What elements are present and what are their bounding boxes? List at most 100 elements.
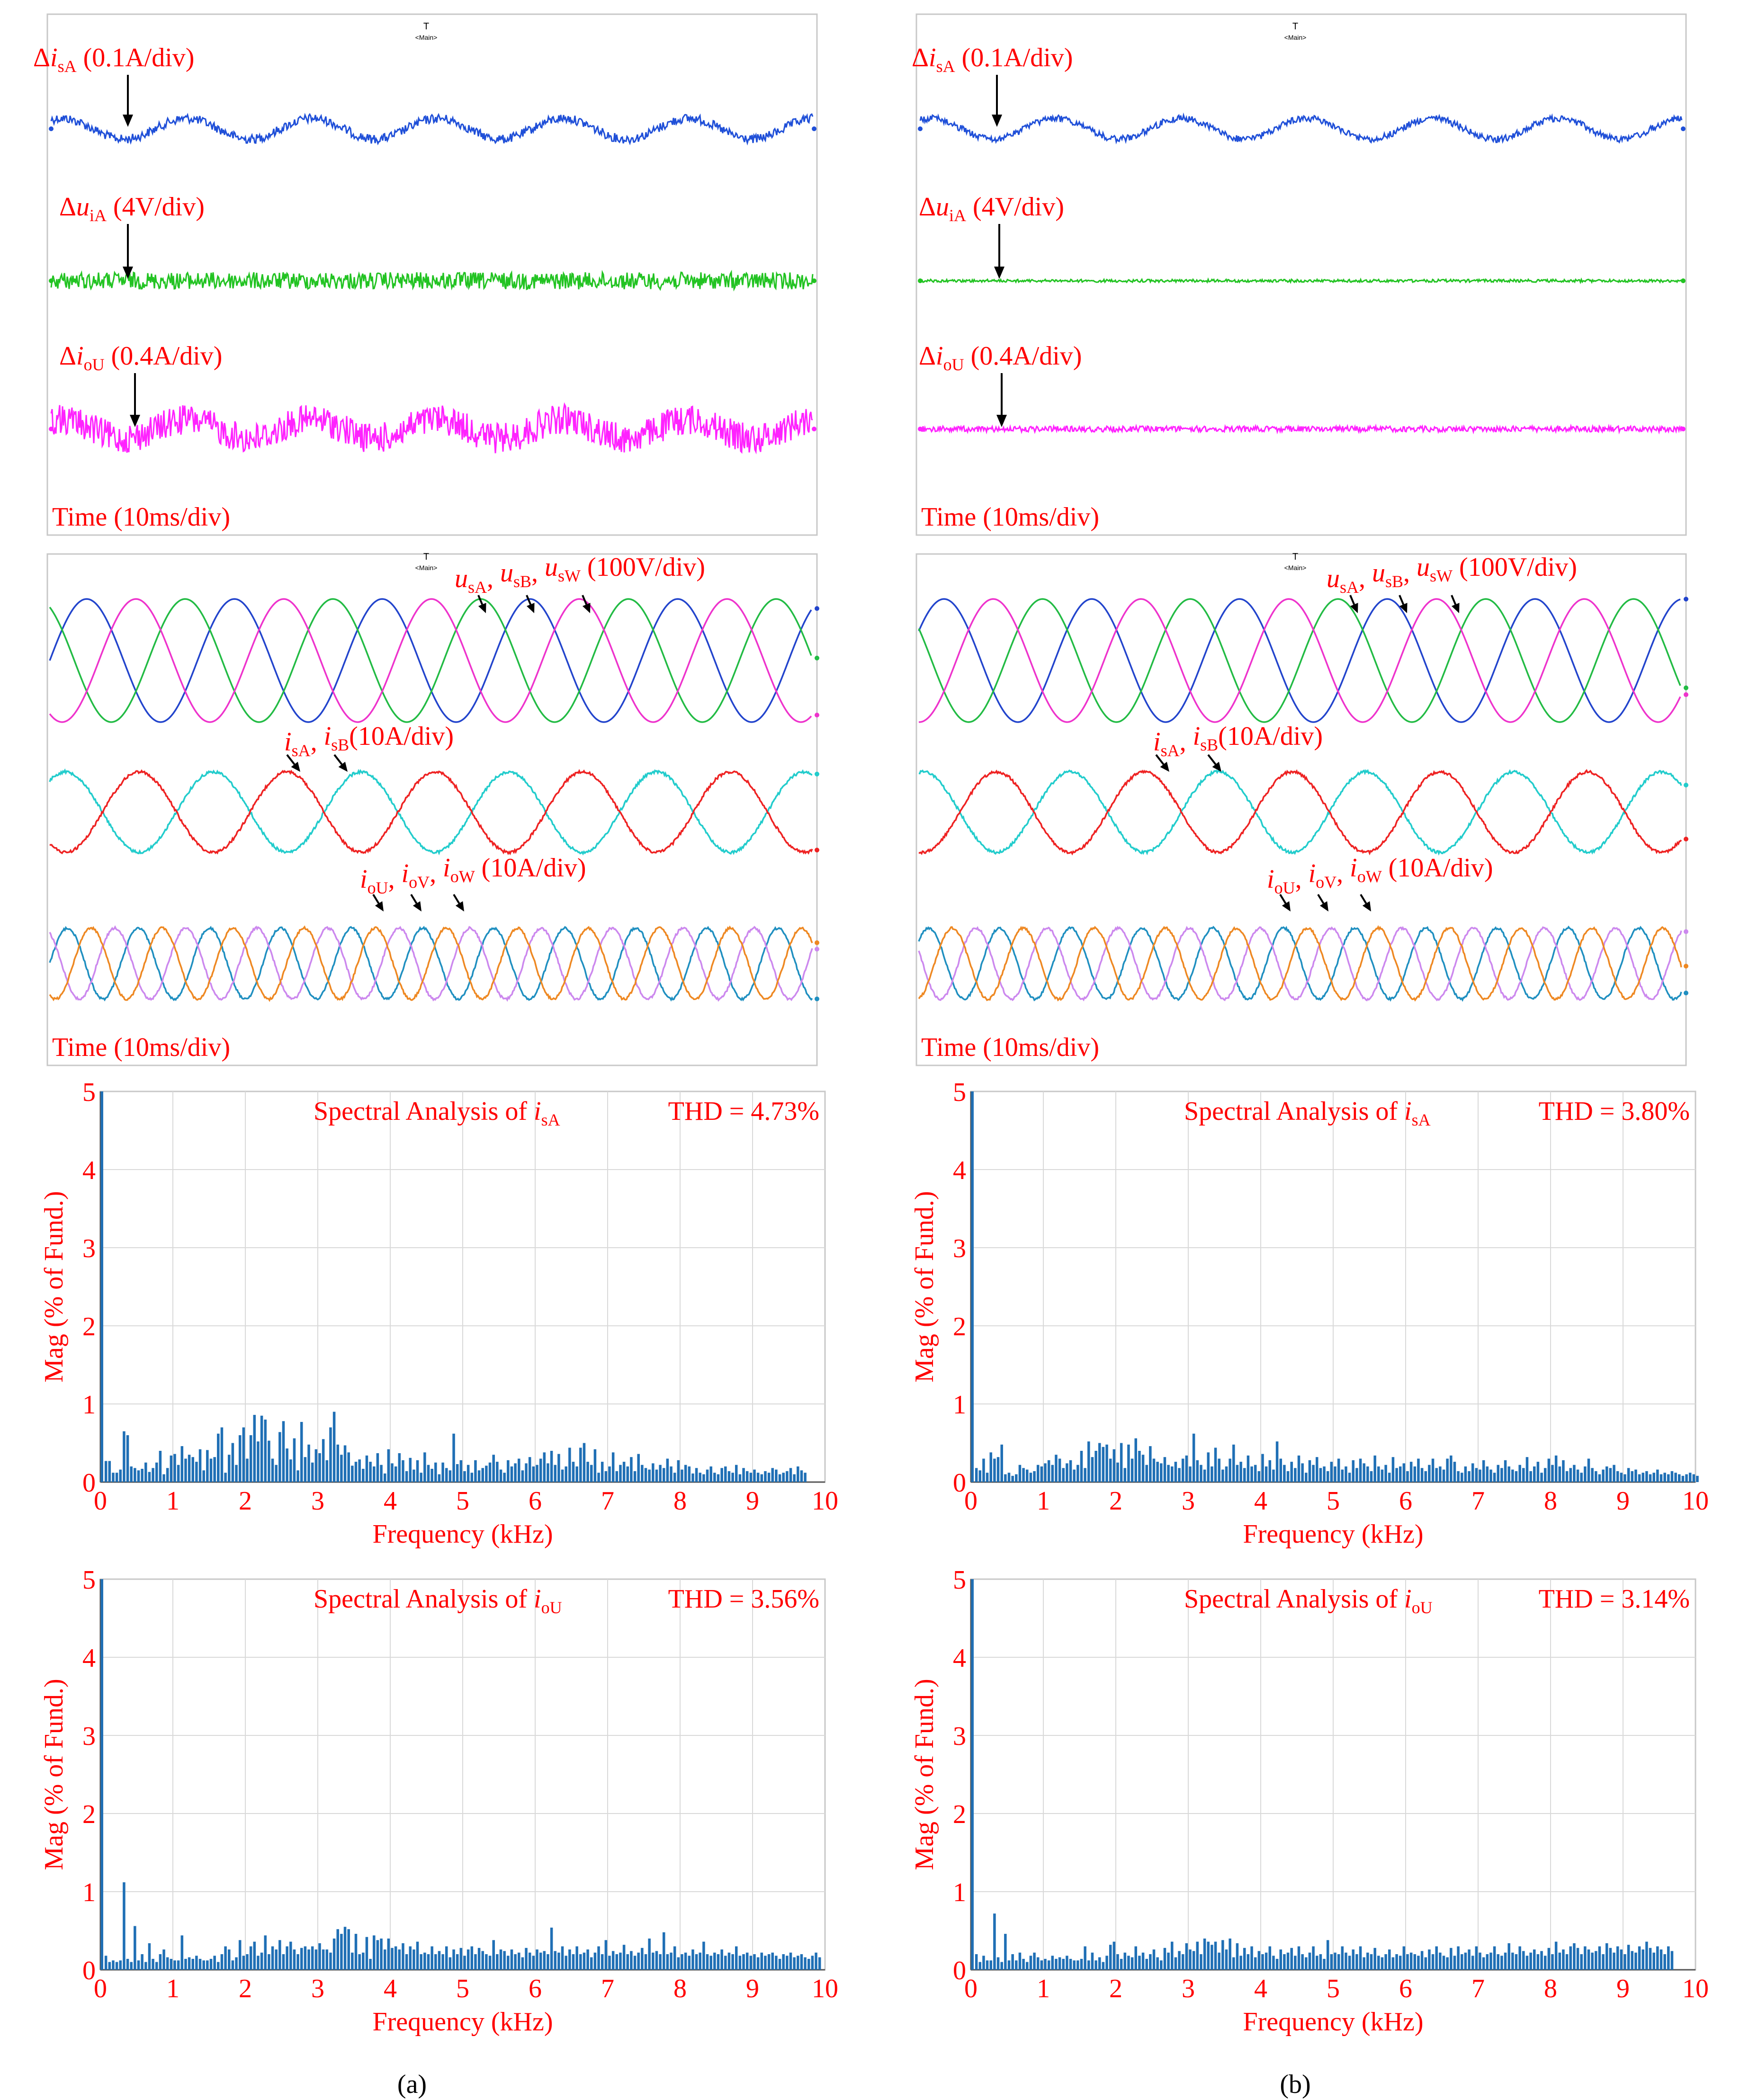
bar xyxy=(804,1473,807,1482)
bar xyxy=(662,1468,665,1482)
time-label: Time (10ms/div) xyxy=(52,502,230,532)
x-tick-label: 6 xyxy=(1399,1974,1412,2003)
x-tick-label: 1 xyxy=(166,1486,179,1516)
bar xyxy=(1489,1469,1492,1482)
bar xyxy=(1326,1940,1329,1970)
trace-i-oW xyxy=(49,925,813,1002)
bar xyxy=(1605,1466,1608,1482)
bar xyxy=(470,1473,474,1482)
bar xyxy=(141,1954,144,1970)
bar xyxy=(220,1954,224,1970)
label-part: Δ xyxy=(919,192,936,222)
bar xyxy=(975,1468,978,1482)
x-tick-label: 7 xyxy=(1471,1974,1485,2003)
bar xyxy=(699,1473,702,1482)
separator: , xyxy=(1180,727,1193,757)
bar xyxy=(155,1962,158,1970)
bar xyxy=(1334,1466,1336,1482)
bar xyxy=(1189,1949,1192,1970)
bar xyxy=(1424,1471,1427,1482)
bar xyxy=(724,1466,727,1482)
bar xyxy=(152,1958,154,1970)
bar xyxy=(1377,1956,1380,1970)
bar xyxy=(289,1459,292,1482)
bar xyxy=(1395,1468,1398,1482)
label-part: Spectral Analysis of xyxy=(1184,1097,1404,1126)
bar xyxy=(637,1454,640,1482)
bar xyxy=(622,1462,626,1482)
bar xyxy=(1518,1465,1521,1482)
bar xyxy=(764,1956,767,1970)
bar xyxy=(767,1954,771,1970)
bar xyxy=(184,1958,187,1970)
bar xyxy=(1004,1474,1007,1482)
deviation-label_2: ΔuiA (4V/div) xyxy=(919,192,1064,225)
bar xyxy=(1551,1465,1554,1482)
scope-frame xyxy=(915,13,1687,536)
bar xyxy=(398,1453,401,1482)
bar xyxy=(1015,1960,1018,1970)
chart-title: Spectral Analysis of isA xyxy=(1184,1097,1431,1129)
label-part: i xyxy=(324,722,332,751)
bar xyxy=(162,1949,165,1970)
bar xyxy=(811,1956,814,1970)
bar xyxy=(996,1457,1000,1482)
channel-marker-right xyxy=(815,848,819,853)
bar xyxy=(1200,1465,1202,1482)
bar xyxy=(717,1954,720,1970)
bar xyxy=(608,1956,611,1970)
bar xyxy=(1163,1457,1166,1482)
bar xyxy=(286,1448,288,1482)
bar xyxy=(1431,1458,1435,1482)
bar xyxy=(1098,1443,1101,1482)
bar xyxy=(1250,1466,1253,1482)
bar xyxy=(1203,1469,1206,1482)
bar xyxy=(1547,1948,1551,1970)
bar xyxy=(431,1946,433,1970)
bar xyxy=(652,1952,655,1970)
bar xyxy=(1058,1458,1061,1482)
bar xyxy=(550,1451,553,1482)
bar xyxy=(1442,1469,1445,1482)
bar-fundamental xyxy=(971,1579,974,1970)
x-tick-label: 9 xyxy=(746,1486,759,1516)
bar xyxy=(1152,1458,1156,1482)
bar xyxy=(1181,1954,1184,1970)
wave-arrow xyxy=(1207,754,1221,772)
deviation-arrow xyxy=(123,224,133,279)
bar xyxy=(1500,1956,1503,1970)
arrow-shaft xyxy=(1349,595,1355,605)
bar xyxy=(1160,1960,1163,1970)
label-part: sA xyxy=(468,578,487,597)
wave-label-u_label: usA, usB, usW (100V/div) xyxy=(455,553,705,597)
bar xyxy=(1587,1458,1590,1482)
bar xyxy=(198,1449,202,1482)
bar xyxy=(141,1468,144,1482)
bar xyxy=(1457,1946,1460,1970)
bar xyxy=(1460,1954,1463,1970)
bar xyxy=(1587,1949,1590,1970)
bar xyxy=(470,1946,474,1970)
bar xyxy=(1170,1941,1174,1970)
bar xyxy=(706,1954,709,1970)
bar xyxy=(188,1455,191,1482)
arrow-head xyxy=(338,761,348,772)
wave-arrow xyxy=(1317,894,1328,911)
trace-u-sB xyxy=(918,598,1681,723)
bar xyxy=(1105,1444,1108,1482)
y-tick-label: 0 xyxy=(82,1468,96,1498)
x-tick-label: 8 xyxy=(673,1974,687,2003)
bar xyxy=(1533,1949,1536,1970)
x-tick-label: 10 xyxy=(812,1486,838,1516)
label-part: sA xyxy=(292,741,311,760)
bar xyxy=(391,1463,394,1482)
bar xyxy=(409,1946,412,1970)
bar xyxy=(713,1473,716,1482)
bar xyxy=(1515,1954,1518,1970)
bar xyxy=(644,1954,647,1970)
label-part: Δ xyxy=(33,43,50,72)
bar xyxy=(528,1457,531,1482)
label-part: u xyxy=(545,553,558,582)
bar xyxy=(1130,1957,1134,1970)
label-part: sA xyxy=(58,57,77,76)
